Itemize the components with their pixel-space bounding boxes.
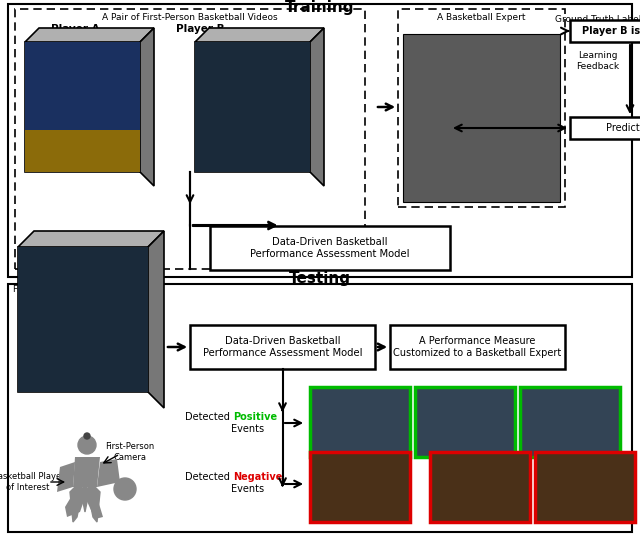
Text: Ground Truth Label: Ground Truth Label xyxy=(555,15,640,25)
Circle shape xyxy=(84,433,90,439)
Text: First-Person
Camera: First-Person Camera xyxy=(106,443,155,462)
Bar xyxy=(8,4,632,277)
Polygon shape xyxy=(18,231,164,247)
Bar xyxy=(25,42,140,130)
Polygon shape xyxy=(25,28,154,42)
Polygon shape xyxy=(25,42,140,172)
Bar xyxy=(570,20,640,42)
Bar xyxy=(210,226,450,270)
Bar xyxy=(18,247,148,392)
Circle shape xyxy=(78,436,96,454)
Text: First-Person Basketball Video: First-Person Basketball Video xyxy=(13,284,143,294)
Text: Negative: Negative xyxy=(233,472,282,482)
Text: Positive: Positive xyxy=(233,412,277,422)
Text: Data-Driven Basketball
Performance Assessment Model: Data-Driven Basketball Performance Asses… xyxy=(203,336,362,358)
Polygon shape xyxy=(85,487,103,519)
Bar xyxy=(195,42,310,172)
Polygon shape xyxy=(97,459,120,487)
Bar xyxy=(535,452,635,522)
Text: A Pair of First-Person Basketball Videos: A Pair of First-Person Basketball Videos xyxy=(102,13,278,21)
Bar xyxy=(570,117,640,139)
Polygon shape xyxy=(57,462,75,492)
Text: A Basketball Expert: A Basketball Expert xyxy=(437,13,525,21)
Polygon shape xyxy=(140,28,154,186)
Bar xyxy=(190,325,375,369)
Bar xyxy=(8,284,632,532)
Text: Prediction: Prediction xyxy=(605,123,640,133)
Bar xyxy=(415,387,515,457)
Polygon shape xyxy=(73,457,100,487)
Text: Player A: Player A xyxy=(51,24,99,34)
Bar xyxy=(390,325,565,369)
Text: Player B is better: Player B is better xyxy=(582,26,640,36)
Polygon shape xyxy=(148,231,164,408)
Polygon shape xyxy=(18,247,148,392)
Polygon shape xyxy=(70,487,100,522)
Text: Training: Training xyxy=(285,0,355,15)
Text: Events: Events xyxy=(232,484,264,494)
Polygon shape xyxy=(195,42,310,172)
Text: Events: Events xyxy=(232,424,264,434)
Text: Player C: Player C xyxy=(54,293,102,303)
Polygon shape xyxy=(195,28,324,42)
Polygon shape xyxy=(310,28,324,186)
Bar xyxy=(520,387,620,457)
Text: Player B: Player B xyxy=(176,24,224,34)
Bar xyxy=(15,9,365,269)
Bar xyxy=(398,9,565,207)
Text: Testing: Testing xyxy=(289,271,351,287)
Text: Learning
Feedback: Learning Feedback xyxy=(577,51,620,71)
Bar xyxy=(430,452,530,522)
Text: A Performance Measure
Customized to a Basketball Expert: A Performance Measure Customized to a Ba… xyxy=(394,336,562,358)
Text: Detected: Detected xyxy=(185,412,233,422)
Text: Data-Driven Basketball
Performance Assessment Model: Data-Driven Basketball Performance Asses… xyxy=(250,237,410,259)
Polygon shape xyxy=(65,487,87,517)
Bar xyxy=(25,130,140,172)
Bar xyxy=(310,387,410,457)
Circle shape xyxy=(114,478,136,500)
Bar xyxy=(310,452,410,522)
Bar xyxy=(403,34,560,202)
Text: Detected: Detected xyxy=(185,472,233,482)
Text: Basketball Player
of Interest: Basketball Player of Interest xyxy=(0,472,65,492)
